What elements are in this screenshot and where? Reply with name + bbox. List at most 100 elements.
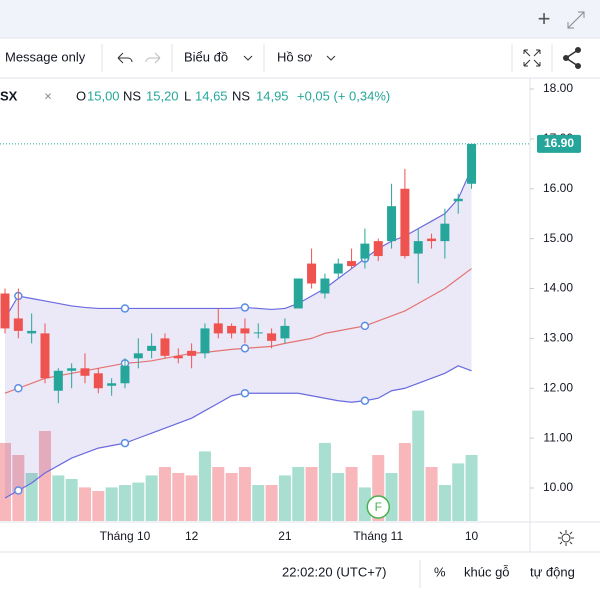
legend-label: L bbox=[184, 88, 191, 103]
candle-body bbox=[173, 355, 183, 359]
candle-body bbox=[133, 353, 143, 359]
volume-bar bbox=[345, 467, 358, 521]
symbol: SX bbox=[0, 88, 18, 103]
x-tick-label: Tháng 10 bbox=[100, 529, 151, 543]
candle-body bbox=[187, 350, 197, 356]
redo[interactable] bbox=[145, 52, 161, 64]
candle-body bbox=[413, 241, 423, 254]
band-anchor bbox=[120, 438, 130, 448]
add-icon[interactable]: + bbox=[538, 6, 551, 31]
candle-body bbox=[80, 368, 90, 376]
candle-body bbox=[453, 198, 463, 202]
undo[interactable] bbox=[117, 52, 133, 64]
candle-body bbox=[13, 318, 23, 331]
clock: 22:02:20 (UTC+7) bbox=[282, 564, 386, 579]
volume-bar bbox=[318, 443, 331, 521]
y-tick-label: 11.00 bbox=[543, 430, 572, 444]
volume-bar bbox=[145, 475, 158, 521]
volume-bar bbox=[212, 467, 225, 521]
volume-bar bbox=[198, 451, 211, 521]
candle-body bbox=[160, 338, 170, 356]
x-tick-label: 10 bbox=[465, 529, 479, 543]
share-dot bbox=[575, 63, 581, 69]
y-tick-label: 18.00 bbox=[543, 81, 573, 95]
settings-ring bbox=[561, 533, 571, 543]
fullscreen[interactable] bbox=[523, 49, 541, 67]
volume-bar bbox=[332, 473, 345, 521]
volume-bar bbox=[252, 485, 265, 521]
volume-bar bbox=[452, 463, 465, 521]
auto-toggle[interactable]: tự động bbox=[530, 564, 575, 579]
candle-body bbox=[320, 278, 330, 294]
volume-bar bbox=[238, 467, 251, 521]
candle-body bbox=[40, 333, 50, 379]
expand-icon[interactable] bbox=[567, 11, 585, 29]
chart-menu[interactable]: Biểu đồ bbox=[184, 49, 228, 64]
candle-body bbox=[107, 383, 117, 386]
legend-change: +0,05 (+ 0,34%) bbox=[297, 88, 390, 103]
candle-body bbox=[93, 373, 103, 389]
message-only[interactable]: Message only bbox=[5, 49, 86, 64]
candle-body bbox=[67, 368, 77, 371]
percent-toggle[interactable]: % bbox=[434, 564, 446, 579]
candle-body bbox=[213, 323, 223, 334]
volume-bar bbox=[172, 473, 185, 521]
band-fill bbox=[5, 168, 472, 498]
volume-bar bbox=[278, 475, 291, 521]
top-bar bbox=[0, 0, 600, 38]
volume-bar bbox=[425, 467, 438, 521]
legend-value: 14,65 bbox=[195, 88, 228, 103]
x-tick-label: Tháng 11 bbox=[353, 529, 403, 543]
volume-bar bbox=[65, 479, 78, 521]
legend-label: NS bbox=[123, 88, 141, 103]
share-dot bbox=[563, 55, 569, 61]
settings[interactable] bbox=[558, 530, 574, 546]
x-tick-label: 21 bbox=[278, 529, 292, 543]
volume-bar bbox=[438, 485, 451, 521]
candle-body bbox=[0, 293, 10, 329]
volume-bar bbox=[292, 467, 305, 521]
plot bbox=[0, 143, 478, 521]
y-tick-label: 16.00 bbox=[543, 181, 573, 195]
candle-body bbox=[293, 278, 303, 309]
band-anchor bbox=[240, 303, 250, 312]
candle-body bbox=[427, 238, 437, 242]
candle-body bbox=[360, 243, 370, 259]
last-price-label: 16.90 bbox=[544, 136, 574, 150]
legend-value: 14,95 bbox=[256, 88, 289, 103]
volume-bar bbox=[185, 475, 198, 521]
legend-label: NS bbox=[232, 88, 250, 103]
event-marker-label: F bbox=[375, 500, 382, 514]
candle-body bbox=[387, 206, 397, 242]
y-tick-label: 10.00 bbox=[543, 480, 573, 494]
candle-body bbox=[240, 328, 250, 334]
candle-body bbox=[267, 333, 277, 341]
y-tick-label: 12.00 bbox=[543, 380, 573, 394]
volume-bar bbox=[358, 487, 371, 521]
candle-body bbox=[373, 241, 383, 257]
candle-body bbox=[400, 188, 410, 257]
legend-label: O bbox=[76, 88, 86, 103]
volume-bar bbox=[132, 482, 145, 521]
legend-value: 15,20 bbox=[146, 88, 179, 103]
candle-body bbox=[280, 325, 290, 339]
event-marker bbox=[366, 495, 390, 519]
chevron bbox=[326, 55, 336, 61]
candle-body bbox=[253, 332, 263, 334]
y-tick-label: 14.00 bbox=[543, 281, 573, 295]
profile-menu[interactable]: Hồ sơ bbox=[277, 49, 313, 64]
band-line bbox=[4, 365, 472, 499]
candle-body bbox=[53, 370, 63, 391]
volume-bar bbox=[265, 485, 278, 521]
volume-bar bbox=[158, 467, 171, 521]
band-anchor bbox=[360, 396, 370, 405]
close-symbol[interactable]: × bbox=[44, 88, 52, 103]
candle-body bbox=[440, 223, 450, 242]
log-toggle[interactable]: khúc gỗ bbox=[464, 564, 510, 579]
candle-body bbox=[120, 365, 130, 384]
band-anchor bbox=[120, 304, 130, 313]
volume-bar bbox=[118, 485, 131, 521]
volume-bar bbox=[412, 410, 425, 521]
band-anchor bbox=[14, 384, 23, 393]
candle-body bbox=[227, 325, 237, 334]
